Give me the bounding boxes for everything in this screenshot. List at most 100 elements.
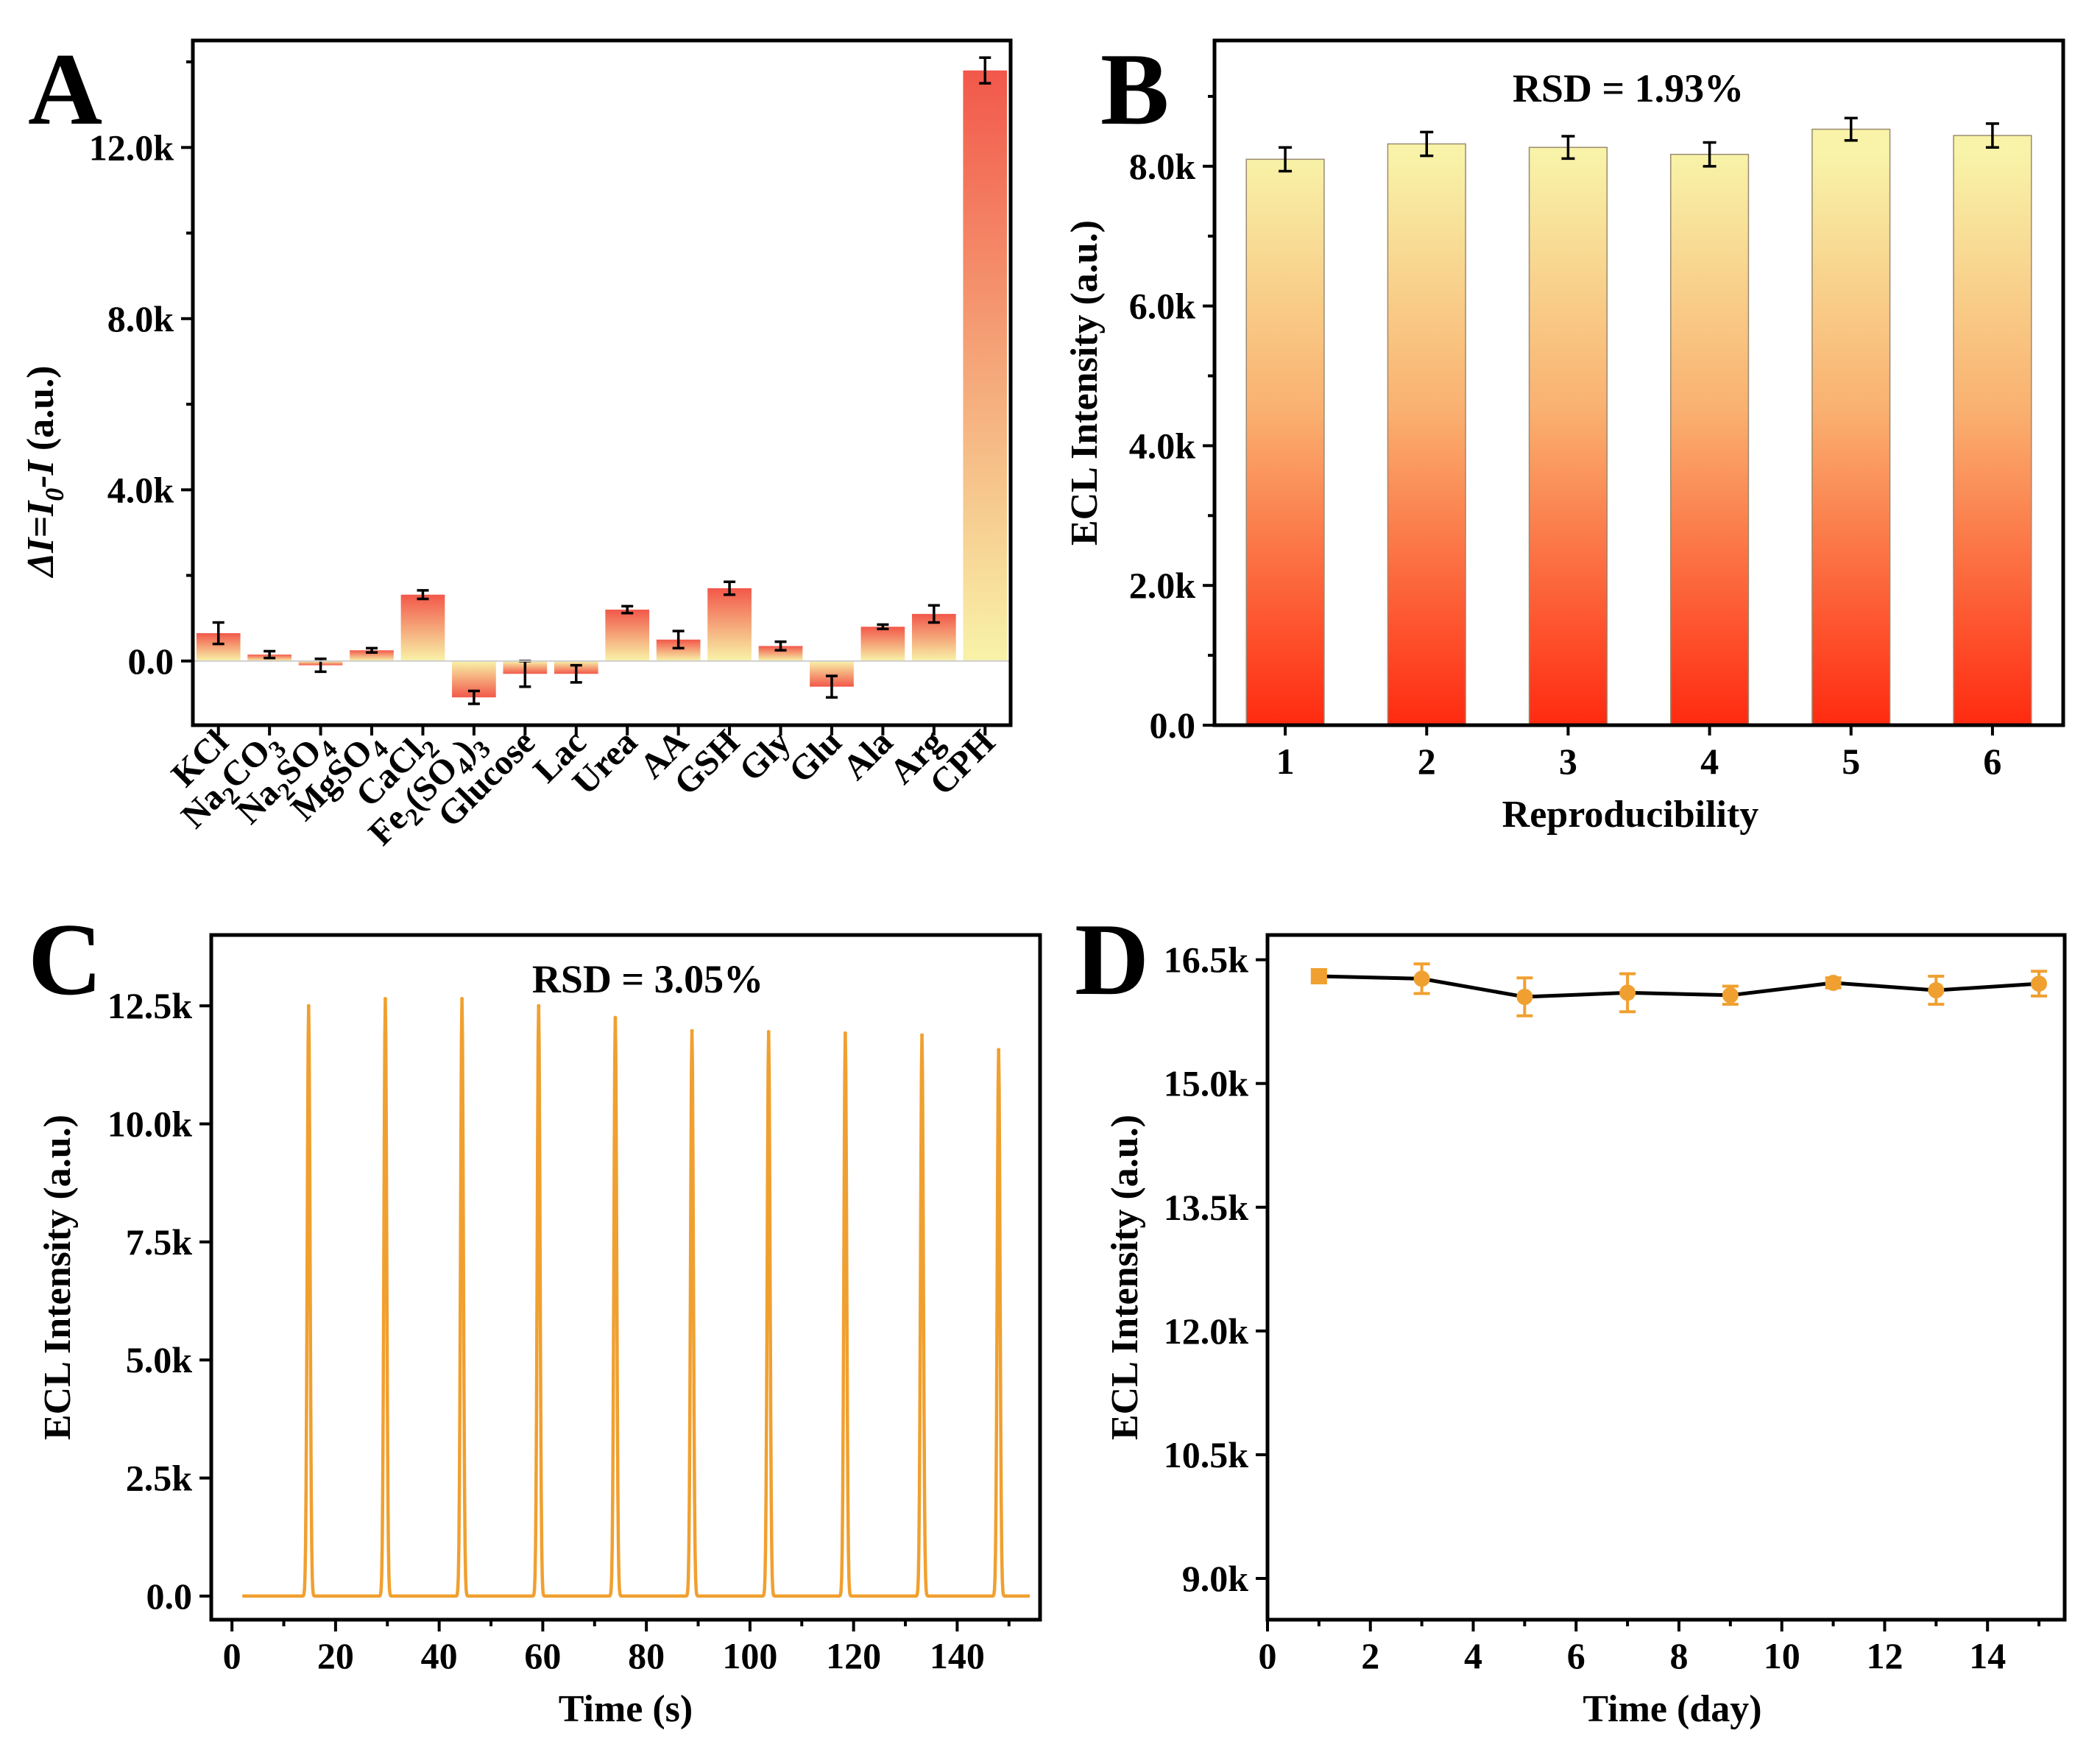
panel-b-bar xyxy=(1953,135,2032,726)
panel-c-peaks xyxy=(306,997,1001,1052)
panel-c-peak xyxy=(843,1031,847,1035)
panel-c-x-tick-label: 100 xyxy=(722,1635,777,1676)
panel-d-y-tick-label: 16.5k xyxy=(1164,939,1249,981)
panel-c-peak xyxy=(690,1029,694,1033)
panel-b-bar xyxy=(1387,143,1466,726)
panel-c-peak xyxy=(920,1033,925,1037)
panel-b-y-tick-label: 6.0k xyxy=(1129,286,1196,327)
panel-d-point xyxy=(1310,968,1327,985)
panel-b-bars xyxy=(1245,116,2032,726)
panel-b-bar xyxy=(1811,128,1891,726)
panel-a-error-bar xyxy=(927,604,940,624)
panel-a-error-bar xyxy=(877,623,889,630)
panel-b-axes-frame xyxy=(1212,38,2065,727)
panel-b-rsd-annotation: RSD = 1.93% xyxy=(1513,66,1744,110)
panel-d-y-axis-title: ECL Intensity (a.u.) xyxy=(1104,1115,1146,1440)
panel-c-peak xyxy=(613,1015,618,1020)
panel-b-error-bar xyxy=(1985,122,1999,149)
panel-b-y-tick-label: 4.0k xyxy=(1129,425,1196,466)
panel-b-error-bar xyxy=(1703,141,1717,168)
panel-letter-d: D xyxy=(1075,903,1149,1017)
panel-a-bar xyxy=(400,594,445,661)
panel-d-point xyxy=(1825,974,1842,991)
panel-c-y-axis-title: ECL Intensity (a.u.) xyxy=(37,1115,79,1440)
panel-c-peak xyxy=(537,1003,541,1008)
panel-c-x-tick-label: 80 xyxy=(628,1635,665,1676)
panel-a-axes-frame xyxy=(191,38,1013,727)
panel-a-y-axis-title: ΔI=I0-I (a.u.) xyxy=(20,366,69,579)
panel-b-error-bar xyxy=(1844,116,1858,142)
panel-d-x-tick-label: 14 xyxy=(1969,1635,2006,1676)
panel-d-point xyxy=(2031,975,2048,992)
panel-b-error-bar xyxy=(1420,130,1434,158)
panel-d-x-tick-label: 6 xyxy=(1567,1635,1585,1676)
panel-b-x-tick-label: 3 xyxy=(1559,741,1577,782)
panel-b: B 0.0 2.0k 4.0k 6.0k 8.0k 1 2 3 4 5 6 RSD = 1.93%… xyxy=(1064,32,2065,836)
panel-d-x-tick-label: 8 xyxy=(1669,1635,1688,1676)
panel-d-x-tick-label: 4 xyxy=(1464,1635,1482,1676)
panel-c-peak xyxy=(766,1029,771,1034)
panel-d-y-tick-label: 13.5k xyxy=(1164,1187,1249,1228)
panel-d-x-tick-label: 10 xyxy=(1764,1635,1800,1676)
panel-c-x-tick-label: 60 xyxy=(524,1635,561,1676)
panel-d-x-tick-label: 12 xyxy=(1866,1635,1903,1676)
panel-a-error-bar xyxy=(570,663,582,684)
panel-a-error-bar xyxy=(417,589,429,601)
panel-d-y-tick-label: 15.0k xyxy=(1164,1063,1249,1104)
panel-c-x-tick-label: 40 xyxy=(421,1635,458,1676)
panel-d-y-tick-label: 12.0k xyxy=(1164,1310,1249,1352)
panel-letter-b: B xyxy=(1100,32,1169,147)
panel-b-error-bar xyxy=(1279,146,1293,173)
panel-a-error-bar xyxy=(467,689,480,705)
panel-c-signal-line xyxy=(242,997,1030,1598)
panel-c-y-axis: 0.0 2.5k 5.0k 7.5k 10.0k 12.5k xyxy=(107,985,211,1617)
panel-b-x-axis: 1 2 3 4 5 6 xyxy=(1276,725,2001,782)
panel-d-point xyxy=(1413,970,1430,987)
panel-c-rsd-annotation: RSD = 3.05% xyxy=(532,957,763,1001)
panel-d: D 9.0k 10.5k 12.0k 13.5k 15.0k 16.5k 0 2 4 6 8 10 1… xyxy=(1075,903,2067,1730)
panel-c-x-tick-label: 20 xyxy=(317,1635,354,1676)
panel-c-x-tick-label: 120 xyxy=(826,1635,881,1676)
panel-c-y-tick-label: 7.5k xyxy=(126,1221,193,1263)
panel-c-y-tick-label: 0.0 xyxy=(146,1576,193,1617)
panel-b-x-axis-title: Reproducibility xyxy=(1502,794,1759,836)
panel-b-y-axis: 0.0 2.0k 4.0k 6.0k 8.0k xyxy=(1129,94,1215,746)
panel-d-y-axis: 9.0k 10.5k 12.0k 13.5k 15.0k 16.5k xyxy=(1164,939,1268,1599)
panel-a-bar xyxy=(758,646,803,661)
panel-a-error-bar xyxy=(724,580,736,596)
panel-a-error-bar xyxy=(774,640,787,652)
panel-a-y-axis: 0.0 4.0k 8.0k 12.0k xyxy=(89,60,193,682)
panel-c-x-axis-title: Time (s) xyxy=(559,1688,693,1730)
panel-letter-a: A xyxy=(28,32,102,147)
panel-a-error-bar xyxy=(212,621,225,646)
panel-b-y-tick-label: 0.0 xyxy=(1150,705,1196,746)
panel-a-error-bar xyxy=(825,674,838,699)
panel-a-bars xyxy=(196,56,1008,705)
panel-d-point xyxy=(1619,984,1636,1001)
panel-letter-c: C xyxy=(28,903,102,1017)
panel-b-bar xyxy=(1528,147,1608,726)
panel-d-axes-frame xyxy=(1265,933,2067,1622)
panel-a: A 0.0 4.0k 8.0k 12.0k KClNa2CO3Na2SO4MgSO4C… xyxy=(20,32,1013,853)
panel-d-y-tick-label: 10.5k xyxy=(1164,1434,1249,1475)
panel-c-x-axis: 0 20 40 60 80 100 120 140 xyxy=(223,1620,1011,1676)
panel-a-bar xyxy=(963,70,1008,661)
panel-b-x-tick-label: 5 xyxy=(1842,741,1860,782)
panel-c-peak xyxy=(383,997,387,1001)
panel-c-y-tick-label: 5.0k xyxy=(126,1339,193,1380)
panel-d-points xyxy=(1310,962,2048,1017)
panel-a-x-axis: KClNa2CO3Na2SO4MgSO4CaCl2Fe2(SO4)3Glucos… xyxy=(164,722,1003,853)
panel-a-y-tick-label: 8.0k xyxy=(107,298,174,339)
panel-a-bar xyxy=(860,627,905,661)
panel-b-y-axis-title: ECL Intensity (a.u.) xyxy=(1064,220,1106,546)
panel-b-bar xyxy=(1245,158,1325,726)
panel-b-y-tick-label: 8.0k xyxy=(1129,146,1196,187)
panel-a-y-tick-label: 4.0k xyxy=(107,469,174,510)
panel-d-point xyxy=(1722,987,1739,1003)
panel-c-peak xyxy=(306,1003,311,1008)
panel-c-x-tick-label: 0 xyxy=(223,1635,241,1676)
panel-a-error-bar xyxy=(366,646,378,654)
panel-d-x-axis: 0 2 4 6 8 10 12 14 xyxy=(1259,1620,2041,1676)
panel-d-point xyxy=(1928,982,1945,999)
